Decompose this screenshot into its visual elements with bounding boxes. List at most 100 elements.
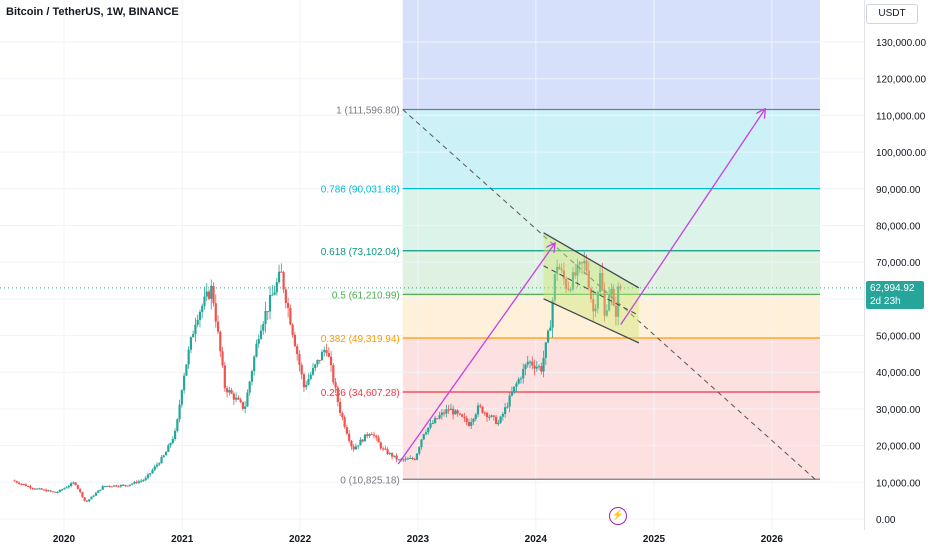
- candle-body: [558, 266, 561, 270]
- candle-body: [42, 489, 46, 491]
- lightning-icon[interactable]: ⚡: [609, 507, 627, 525]
- candle-body: [90, 496, 93, 500]
- candle-body: [135, 481, 138, 483]
- candle-body: [354, 446, 358, 450]
- candle-body: [508, 395, 511, 407]
- candle-body: [13, 480, 16, 482]
- candle-body: [275, 282, 278, 293]
- candle-body: [29, 486, 32, 489]
- candle-body: [461, 414, 464, 417]
- candle-body: [277, 271, 281, 283]
- candle-body: [366, 434, 369, 436]
- candle-body: [323, 350, 326, 352]
- candle-body: [22, 484, 25, 486]
- candle-body: [578, 262, 581, 265]
- candle-body: [433, 418, 437, 423]
- candle-body: [329, 356, 333, 366]
- candle-body: [476, 405, 480, 415]
- candle-body: [31, 488, 34, 490]
- candle-body: [413, 458, 416, 460]
- candle-body: [47, 490, 50, 492]
- candle-body: [608, 294, 611, 311]
- candle-body: [176, 419, 179, 431]
- candle-body: [117, 486, 120, 488]
- y-tick-label: 0.00: [876, 515, 896, 526]
- candle-body: [60, 489, 64, 491]
- candle-body: [472, 418, 475, 422]
- candle-body: [506, 406, 509, 408]
- y-tick-label: 70,000.00: [876, 258, 921, 269]
- candle-body: [359, 439, 362, 446]
- candle-body: [456, 410, 459, 414]
- y-tick-label: 50,000.00: [876, 332, 921, 343]
- fib-level-label: 0.236 (34,607.28): [321, 388, 400, 399]
- candle-body: [418, 447, 421, 454]
- candle-body: [162, 455, 165, 458]
- candle-body: [580, 262, 584, 264]
- candle-body: [40, 488, 43, 490]
- candle-body: [350, 440, 353, 447]
- candle-body: [571, 272, 575, 290]
- fib-level-label: 0.786 (90,031.68): [321, 185, 400, 196]
- candle-body: [259, 330, 263, 339]
- x-tick-label: 2023: [407, 534, 430, 545]
- fib-zone: [402, 188, 820, 251]
- x-tick-label: 2026: [761, 534, 784, 545]
- candle-body: [436, 418, 439, 420]
- candle-body: [38, 488, 41, 490]
- channel-bottom-line: [543, 298, 640, 344]
- candle-body: [587, 270, 590, 289]
- candle-body: [395, 455, 398, 460]
- candle-body: [185, 364, 188, 376]
- y-tick-label: 90,000.00: [876, 185, 921, 196]
- candle-body: [253, 356, 256, 372]
- candle-body: [594, 308, 597, 312]
- candle-body: [605, 310, 608, 316]
- candle-body: [126, 485, 129, 487]
- candle-body: [158, 463, 161, 465]
- candle-body: [603, 290, 606, 316]
- candle-body: [533, 365, 536, 369]
- candle-body: [171, 439, 174, 444]
- candle-body: [223, 365, 226, 389]
- candle-body: [244, 406, 247, 409]
- candle-body: [465, 418, 468, 423]
- candle-body: [45, 489, 48, 492]
- candle-body: [583, 260, 586, 264]
- candle-body: [198, 311, 202, 320]
- candle-body: [210, 285, 213, 299]
- candle-body: [619, 286, 622, 289]
- candle-body: [264, 311, 267, 324]
- candle-body: [479, 405, 482, 407]
- x-tick-label: 2021: [171, 534, 194, 545]
- candle-body: [519, 378, 523, 380]
- candle-body: [121, 484, 125, 486]
- candle-body: [485, 412, 489, 418]
- candle-body: [598, 272, 602, 293]
- candle-body: [427, 427, 430, 433]
- candle-body: [542, 357, 545, 372]
- y-tick-label: 30,000.00: [876, 405, 921, 416]
- fib-zone: [402, 392, 820, 480]
- candle-body: [214, 303, 217, 322]
- candle-body: [63, 488, 66, 490]
- candle-body: [180, 390, 183, 405]
- candle-body: [524, 364, 527, 369]
- candle-body: [201, 305, 204, 312]
- candle-body: [74, 482, 77, 486]
- candle-body: [528, 361, 532, 363]
- candle-body: [314, 364, 317, 369]
- candle-body: [404, 458, 407, 460]
- candle-body: [119, 484, 122, 487]
- currency-selector[interactable]: USDT: [866, 4, 918, 24]
- candle-body: [368, 434, 371, 436]
- candle-body: [207, 291, 211, 299]
- candle-body: [612, 288, 615, 306]
- fib-level-label: 0.5 (61,210.99): [332, 290, 400, 301]
- x-tick-label: 2022: [289, 534, 312, 545]
- candle-body: [151, 469, 154, 474]
- candle-body: [447, 409, 450, 411]
- candle-body: [27, 486, 30, 488]
- candle-body: [406, 458, 410, 460]
